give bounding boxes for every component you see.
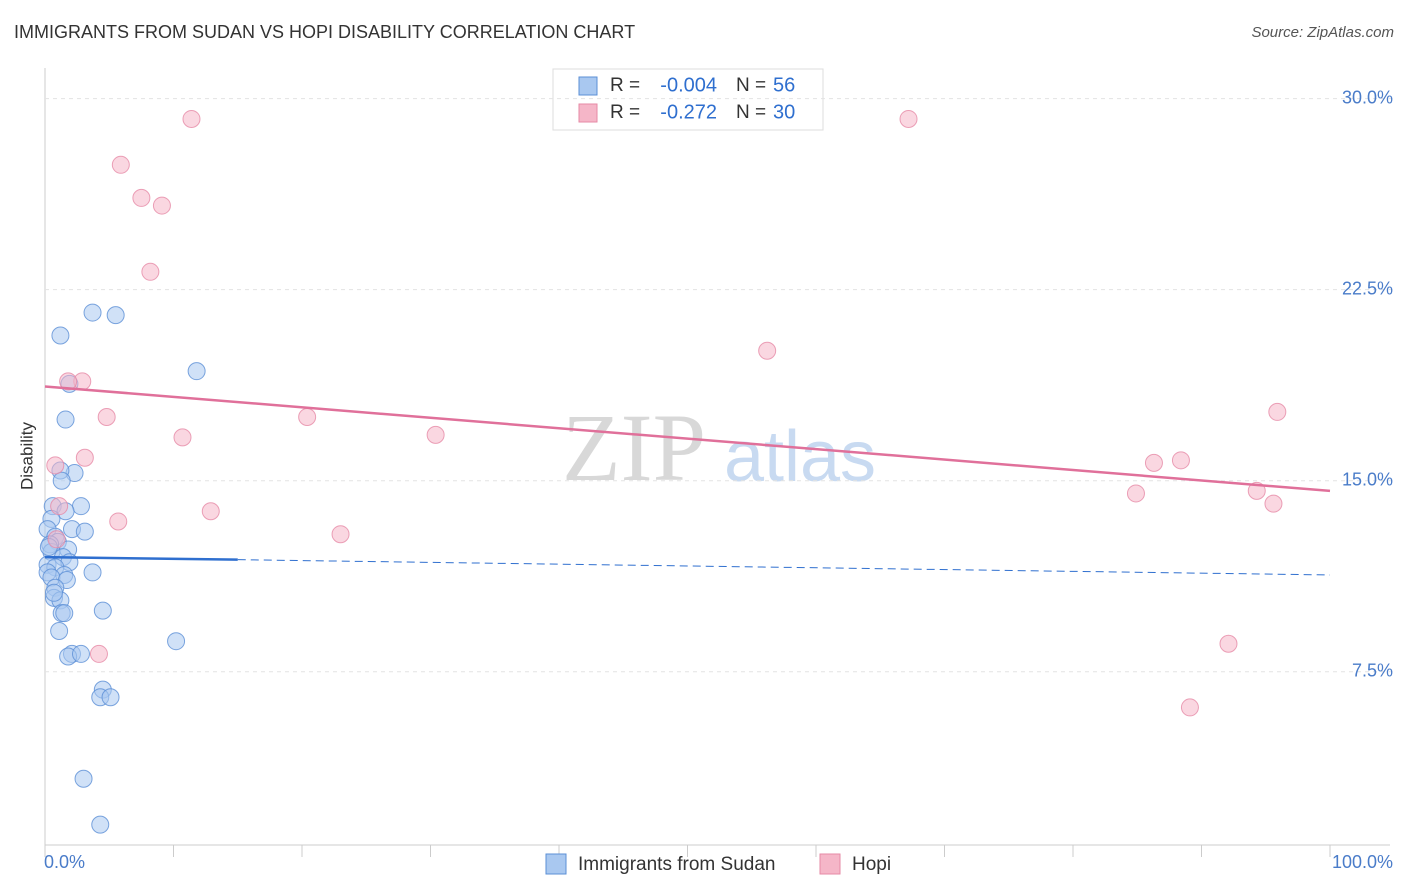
point [1247,481,1266,500]
point [187,362,206,381]
point [89,644,108,663]
point [111,155,130,174]
point [1126,484,1145,503]
point [51,326,70,345]
stats-box [552,68,824,131]
point [101,688,120,707]
point [74,769,93,788]
point [50,497,69,516]
point [97,408,116,427]
stats-label: N = [736,75,766,96]
point [106,306,125,325]
stats-value: 30 [773,101,795,123]
point [1219,634,1238,653]
point [71,644,90,663]
stats-label: R = [610,75,640,96]
y-tick-label: 7.5% [1352,661,1393,681]
point [44,583,63,602]
stats-value: -0.004 [660,74,717,96]
point [46,456,65,475]
stats-value: 56 [773,74,795,96]
point [56,410,75,429]
point [132,188,151,207]
point [83,563,102,582]
x-tick-label: 0.0% [44,852,85,872]
point [152,196,171,215]
legend-label: Immigrants from Sudan [578,854,775,875]
point [1180,698,1199,717]
stats-value: -0.272 [660,101,717,123]
point [201,502,220,521]
stats-label: N = [736,102,766,123]
point [93,601,112,620]
point [182,109,201,128]
y-tick-label: 30.0% [1342,87,1393,107]
source: Source: ZipAtlas.com [1251,24,1394,41]
point [75,448,94,467]
trend-line [237,559,1331,576]
point [899,109,918,128]
point [167,632,186,651]
watermark: atlas [724,417,876,497]
point [83,303,102,322]
legend-swatch [819,853,841,875]
point [47,530,66,549]
stats-label: R = [610,102,640,123]
stats-swatch [578,76,598,96]
stats-swatch [578,103,598,123]
x-tick-label: 100.0% [1332,852,1393,872]
legend-swatch [545,853,567,875]
point [91,815,110,834]
point [52,471,71,490]
point [1264,494,1283,513]
trend-line [44,385,1331,493]
point [1144,453,1163,472]
y-tick-label: 22.5% [1342,278,1393,298]
point [331,525,350,544]
point [141,262,160,281]
trend-line [44,555,238,561]
y-axis-label: Disability [17,421,36,490]
point [173,428,192,447]
point [426,425,445,444]
point [75,522,94,541]
legend-label: Hopi [852,854,891,875]
point [59,372,78,391]
point [109,512,128,531]
point [71,497,90,516]
point [1268,402,1287,421]
point [50,622,69,641]
point [758,341,777,360]
point [1171,451,1190,470]
chart-title: IMMIGRANTS FROM SUDAN VS HOPI DISABILITY… [14,22,635,42]
point [55,604,74,623]
y-tick-label: 15.0% [1342,469,1393,489]
point [298,408,317,427]
watermark: ZIP [562,394,706,501]
